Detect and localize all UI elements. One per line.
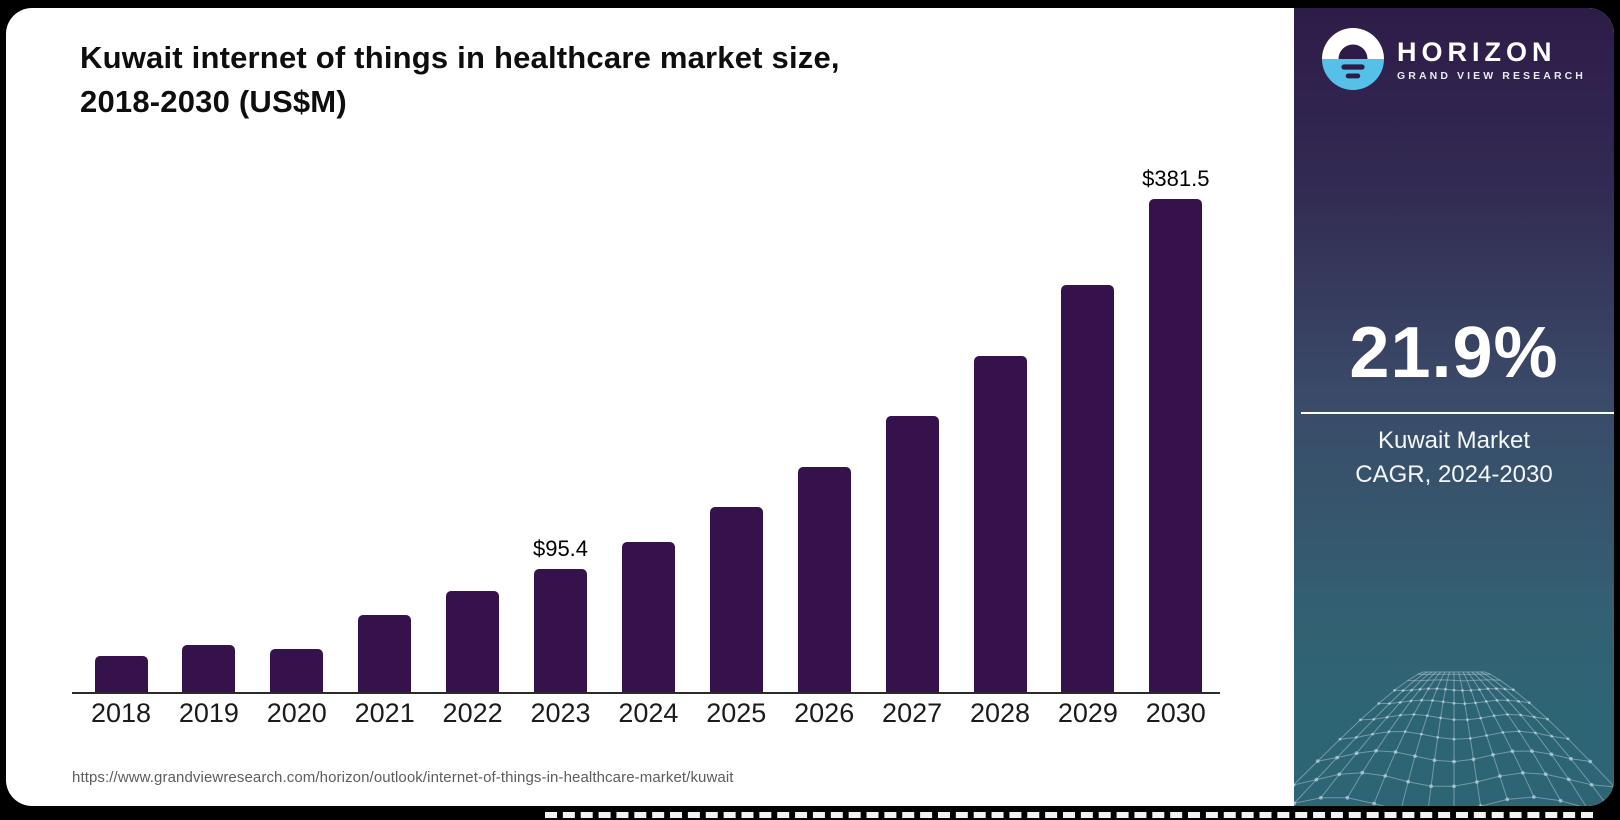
bar-2029	[1061, 285, 1115, 692]
bar-2026	[797, 467, 851, 692]
x-tick-2025: 2025	[706, 698, 767, 728]
chart-title-line2: 2018-2030 (US$M)	[80, 84, 347, 119]
horizon-logo: HORIZON GRAND VIEW RESEARCH	[1294, 28, 1614, 90]
x-tick-2019: 2019	[178, 698, 239, 728]
horizon-sun-circle-icon	[1322, 28, 1384, 90]
cagr-caption: Kuwait Market CAGR, 2024-2030	[1294, 424, 1614, 492]
x-axis-tick-labels: 2018 2019 2020 2021 2022 2023 2024 2025 2026 2027…	[6, 698, 1294, 732]
x-tick-2018: 2018	[90, 698, 152, 728]
value-label-2030: $381.5	[1142, 166, 1210, 191]
cagr-value: 21.9%	[1349, 313, 1559, 393]
chart-title: Kuwait internet of things in healthcare …	[80, 36, 1060, 124]
source-url-text: https://www.grandviewresearch.com/horizo…	[72, 769, 734, 786]
bottom-edge-dashes	[545, 812, 1593, 818]
bar-2024	[621, 541, 675, 692]
bar-2022	[446, 591, 500, 692]
stat-divider-line	[1301, 412, 1614, 414]
bar-2020	[270, 648, 324, 692]
x-tick-2021: 2021	[354, 698, 415, 728]
bar-2018	[94, 656, 148, 692]
x-tick-2020: 2020	[266, 698, 327, 728]
bar-2025	[709, 507, 763, 692]
x-tick-2029: 2029	[1057, 698, 1118, 728]
brand-sidebar: HORIZON GRAND VIEW RESEARCH 21.9% Kuwait…	[1294, 8, 1614, 806]
x-tick-2030: 2030	[1145, 698, 1206, 728]
x-tick-2027: 2027	[882, 698, 943, 728]
x-tick-2024: 2024	[618, 698, 679, 728]
x-tick-2028: 2028	[969, 698, 1031, 728]
bar-2030	[1149, 199, 1203, 692]
chart-title-line1: Kuwait internet of things in healthcare …	[80, 40, 840, 75]
logo-brand-text: HORIZON	[1397, 36, 1557, 67]
bar-2027	[885, 416, 939, 692]
cagr-caption-line2: CAGR, 2024-2030	[1355, 461, 1553, 488]
cagr-caption-line1: Kuwait Market	[1377, 427, 1531, 454]
bar-2021	[358, 615, 412, 692]
x-tick-2022: 2022	[442, 698, 503, 728]
value-label-2023: $95.4	[532, 535, 589, 561]
bar-chart-plot-area: $95.4 $381.5	[6, 8, 1294, 694]
x-axis-line	[72, 692, 1220, 694]
bar-2023	[534, 568, 587, 692]
logo-subbrand-text: GRAND VIEW RESEARCH	[1397, 69, 1586, 82]
logo-wordmark: HORIZON GRAND VIEW RESEARCH	[1397, 37, 1586, 82]
bar-2019	[182, 644, 236, 692]
infographic-card: Kuwait internet of things in healthcare …	[6, 8, 1614, 806]
x-tick-2026: 2026	[794, 698, 855, 728]
wireframe-mesh-decoration	[1294, 671, 1614, 806]
bar-2028	[973, 356, 1027, 692]
x-tick-2023: 2023	[530, 698, 591, 728]
